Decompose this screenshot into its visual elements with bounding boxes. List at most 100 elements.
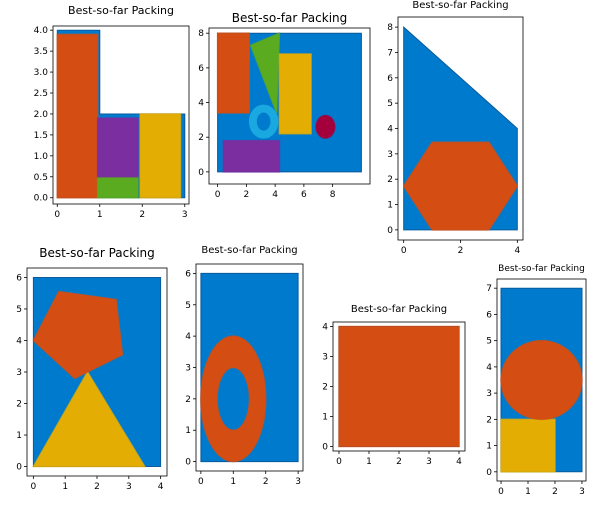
packed-item-1 [402,141,519,231]
subplot-title: Best-so-far Packing [68,4,174,17]
x-tick-label: 3 [126,482,132,492]
subplot-5: 0 1 2 3 0 1 2 3 4 5 6 Best-so-far Packing [185,245,304,487]
axes-frame [496,278,587,482]
x-tick-label: 1 [366,457,372,467]
x-tick-label: 2 [552,487,558,497]
y-tick-label: 4 [486,363,492,373]
x-tick-label: 0 [198,477,204,487]
y-tick-label: 0 [185,458,191,468]
x-tick-label: 3 [426,457,432,467]
y-tick-label: 5 [16,305,22,315]
y-tick-label: 1 [387,201,393,211]
y-tick-label: 3 [322,353,328,363]
packed-item-1 [338,325,460,448]
subplot-4: 0 1 2 3 4 0 1 2 3 4 5 6 Best-so-far Packing [16,246,168,492]
y-tick-label: 0.0 [34,194,49,204]
y-tick-label: 4 [322,323,328,333]
x-tick-label: 2 [396,457,402,467]
x-tick-label: 4 [272,190,278,200]
packed-item-2 [32,290,124,380]
x-tick-label: 2 [458,246,464,256]
y-tick-label: 5 [185,301,191,311]
y-tick-label: 4 [387,125,393,135]
y-tick-label: 0 [387,226,393,236]
x-tick-label: 1 [97,210,103,220]
y-tick-label: 0 [16,463,22,473]
subplot-2: 0 2 4 6 8 0 2 4 6 8 Best-so-far Packing [198,11,371,200]
y-tick-label: 6 [486,310,492,320]
y-tick-label: 5 [486,337,492,347]
x-tick-label: 3 [579,487,585,497]
packed-item-4 [222,139,281,173]
y-tick-label: 4.0 [34,26,49,36]
y-tick-label: 3 [185,364,191,374]
y-tick-label: 0 [486,468,492,478]
y-tick-label: 0.5 [34,173,48,183]
y-tick-label: 1.0 [34,152,49,162]
y-tick-label: 4 [16,336,22,346]
x-tick-label: 0 [401,246,407,256]
packed-item-1 [200,335,267,463]
y-tick-label: 6 [185,269,191,279]
y-tick-label: 0 [198,168,204,178]
packed-item-5 [248,104,279,139]
y-tick-label: 1 [185,426,191,436]
y-tick-label: 2 [322,383,328,393]
packed-item-2 [249,32,281,114]
x-tick-label: 0 [30,482,36,492]
y-tick-label: 8 [198,29,204,39]
packed-item-6 [315,114,336,139]
axes-frame [52,25,190,205]
x-tick-label: 4 [456,457,462,467]
y-tick-label: 6 [387,74,393,84]
x-tick-label: 4 [514,246,520,256]
y-tick-label: 1 [16,431,22,441]
subplot-title: Best-so-far Packing [201,245,297,256]
y-tick-label: 2 [198,133,204,143]
subplot-6: 0 1 2 3 4 0 1 2 3 4 Best-so-far Packing [322,304,466,467]
x-tick-label: 1 [525,487,531,497]
x-tick-label: 6 [301,190,307,200]
y-tick-label: 7 [486,284,492,294]
subplot-title: Best-so-far Packing [39,246,155,260]
x-tick-label: 2 [244,190,250,200]
subplot-title: Best-so-far Packing [498,264,585,274]
subplot-title: Best-so-far Packing [351,304,447,315]
x-tick-label: 1 [230,477,236,487]
y-tick-label: 3.5 [34,47,48,57]
subplot-3: 0 2 4 0 1 2 3 4 5 6 7 8 Best-so-far Packing [387,0,524,256]
y-tick-label: 8 [387,23,393,33]
x-tick-label: 0 [498,487,504,497]
y-tick-label: 1 [486,442,492,452]
y-tick-label: 7 [387,48,393,58]
packed-item-1 [500,418,556,473]
y-tick-label: 2 [387,175,393,185]
y-tick-label: 2.5 [34,89,48,99]
subplot-title: Best-so-far Packing [232,11,348,25]
y-tick-label: 4 [198,99,204,109]
packed-item-3 [96,117,139,178]
x-tick-label: 2 [263,477,269,487]
x-tick-label: 2 [139,210,145,220]
y-tick-label: 2 [185,395,191,405]
packed-item-1 [32,370,147,468]
y-tick-label: 2.0 [34,110,49,120]
x-tick-label: 8 [330,190,336,200]
x-tick-label: 4 [158,482,164,492]
y-tick-label: 3.0 [34,68,49,78]
x-tick-label: 3 [295,477,301,487]
x-tick-label: 1 [62,482,68,492]
x-tick-label: 0 [215,190,221,200]
y-tick-label: 3 [387,150,393,160]
subplot-title: Best-so-far Packing [412,0,508,11]
y-tick-label: 0 [322,443,328,453]
y-tick-label: 3 [486,389,492,399]
y-tick-label: 5 [387,99,393,109]
packed-item-1 [216,32,250,114]
packed-item-3 [278,53,312,135]
y-tick-label: 2 [16,400,22,410]
subplot-7: 0 1 2 3 0 1 2 3 4 5 6 7 Best-so-far Packing [486,264,587,497]
packed-item-2 [96,176,139,199]
x-tick-label: 2 [94,482,100,492]
